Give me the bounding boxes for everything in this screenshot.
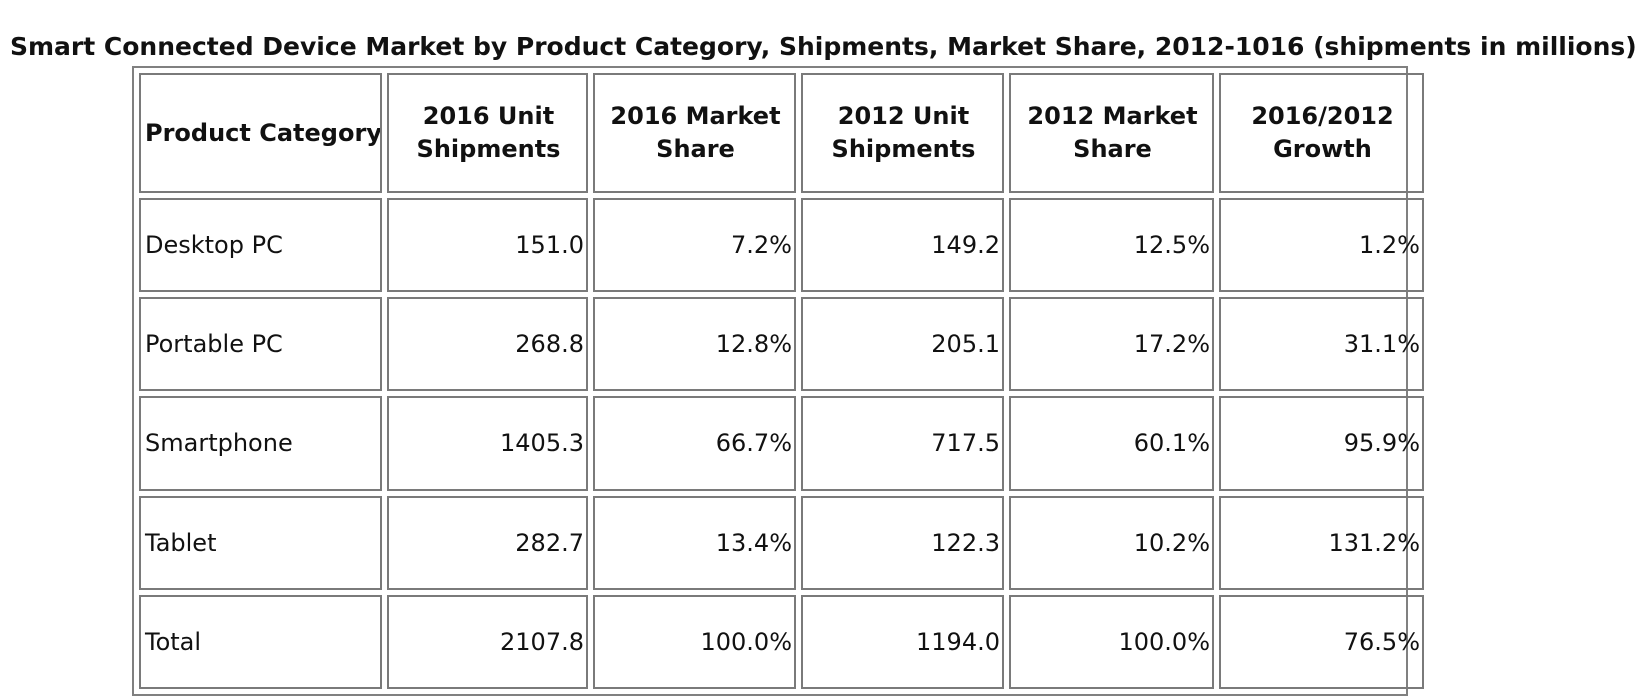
column-header-growth: 2016/2012 Growth	[1219, 73, 1424, 193]
column-header-line: Share	[1073, 135, 1152, 163]
page-title: Smart Connected Device Market by Product…	[10, 32, 1637, 61]
table-cell-value: 205.1	[801, 297, 1004, 392]
table-cell-value: 17.2%	[1009, 297, 1214, 392]
table-header-row: Product Category 2016 Unit Shipments 201…	[139, 73, 1424, 193]
table-cell-category: Desktop PC	[139, 198, 382, 293]
table-cell-category: Smartphone	[139, 396, 382, 491]
table-row-tablet: Tablet 282.7 13.4% 122.3 10.2% 131.2%	[139, 495, 1424, 590]
table-cell-value: 151.0	[387, 198, 588, 293]
table-row-portable-pc: Portable PC 268.8 12.8% 205.1 17.2% 31.1…	[139, 297, 1424, 392]
table-cell-value: 60.1%	[1009, 396, 1214, 491]
column-header-line: 2016/2012	[1251, 102, 1394, 130]
table-cell-value: 2107.8	[387, 594, 588, 689]
column-header-2016-unit-shipments: 2016 Unit Shipments	[387, 73, 588, 193]
table-cell-value: 7.2%	[593, 198, 796, 293]
table-cell-value: 131.2%	[1219, 495, 1424, 590]
table-cell-value: 12.5%	[1009, 198, 1214, 293]
column-header-product-category: Product Category	[139, 73, 382, 193]
table-cell-value: 282.7	[387, 495, 588, 590]
table-cell-value: 1194.0	[801, 594, 1004, 689]
table-cell-category: Tablet	[139, 495, 382, 590]
table-cell-value: 149.2	[801, 198, 1004, 293]
table-cell-value: 31.1%	[1219, 297, 1424, 392]
table-cell-value: 100.0%	[1009, 594, 1214, 689]
table-cell-value: 717.5	[801, 396, 1004, 491]
table-cell-value: 95.9%	[1219, 396, 1424, 491]
data-table: Product Category 2016 Unit Shipments 201…	[134, 68, 1429, 694]
column-header-line: 2016 Unit	[422, 102, 555, 130]
table-cell-value: 1.2%	[1219, 198, 1424, 293]
table-cell-value: 10.2%	[1009, 495, 1214, 590]
table-cell-value: 268.8	[387, 297, 588, 392]
column-header-line: Shipments	[831, 135, 976, 163]
table-cell-value: 66.7%	[593, 396, 796, 491]
table-cell-category: Portable PC	[139, 297, 382, 392]
column-header-line: 2012 Unit	[837, 102, 970, 130]
column-header-line: Share	[656, 135, 735, 163]
table-cell-value: 76.5%	[1219, 594, 1424, 689]
column-header-line: 2012 Market	[1027, 102, 1198, 130]
table-cell-category: Total	[139, 594, 382, 689]
table-cell-value: 1405.3	[387, 396, 588, 491]
column-header-line: Shipments	[416, 135, 561, 163]
column-header-2012-unit-shipments: 2012 Unit Shipments	[801, 73, 1004, 193]
table-row-smartphone: Smartphone 1405.3 66.7% 717.5 60.1% 95.9…	[139, 396, 1424, 491]
column-header-2016-market-share: 2016 Market Share	[593, 73, 796, 193]
table-cell-value: 122.3	[801, 495, 1004, 590]
table-cell-value: 13.4%	[593, 495, 796, 590]
column-header-line: Growth	[1273, 135, 1372, 163]
column-header-line: Product Category	[145, 118, 382, 147]
table-row-total: Total 2107.8 100.0% 1194.0 100.0% 76.5%	[139, 594, 1424, 689]
column-header-line: 2016 Market	[610, 102, 781, 130]
data-table-container: Product Category 2016 Unit Shipments 201…	[132, 66, 1424, 696]
column-header-2012-market-share: 2012 Market Share	[1009, 73, 1214, 193]
table-cell-value: 100.0%	[593, 594, 796, 689]
table-cell-value: 12.8%	[593, 297, 796, 392]
table-row-desktop-pc: Desktop PC 151.0 7.2% 149.2 12.5% 1.2%	[139, 198, 1424, 293]
